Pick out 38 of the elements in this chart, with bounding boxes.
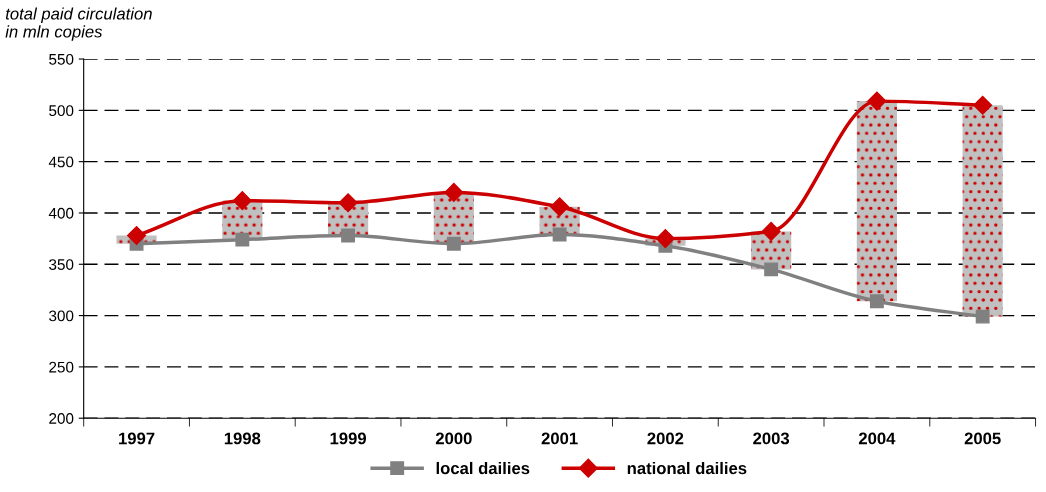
- point: [550, 197, 570, 217]
- bar: [962, 105, 1003, 317]
- x-tick-label: 1998: [224, 432, 261, 445]
- x-tick-label: 1999: [330, 432, 367, 445]
- legend-label: local dailies: [436, 461, 530, 475]
- point: [655, 229, 675, 249]
- x-tick-label: 2002: [647, 432, 684, 445]
- x-tick-label: 1997: [119, 432, 155, 445]
- y-tick-label: 450: [48, 156, 74, 168]
- y-tick-label: 500: [49, 105, 74, 117]
- legend-label: national dailies: [627, 461, 747, 475]
- point: [764, 262, 779, 277]
- x-tick-label: 2005: [964, 432, 1001, 445]
- point: [444, 182, 464, 202]
- point: [235, 232, 250, 247]
- y-tick-label: 350: [49, 259, 74, 270]
- point: [552, 227, 567, 242]
- point: [338, 193, 358, 213]
- point: [446, 236, 461, 251]
- point: [127, 226, 147, 246]
- point: [761, 221, 781, 241]
- y-tick-label: 550: [49, 53, 74, 65]
- x-tick-label: 2003: [753, 432, 790, 445]
- point: [869, 294, 884, 309]
- point: [341, 228, 356, 243]
- y-axis-title: total paid circulation in mln copies: [5, 7, 152, 41]
- y-tick-label: 250: [49, 361, 74, 373]
- x-tick-label: 2001: [541, 432, 578, 445]
- point: [867, 91, 887, 111]
- y-tick-label: 300: [49, 310, 74, 322]
- point: [973, 95, 993, 115]
- y-tick-label: 400: [48, 207, 74, 219]
- x-tick-label: 2000: [435, 432, 472, 445]
- point: [975, 309, 990, 324]
- x-tick-label: 2004: [858, 432, 896, 445]
- bar: [856, 101, 897, 302]
- point: [232, 191, 252, 211]
- y-tick-label: 200: [49, 413, 74, 424]
